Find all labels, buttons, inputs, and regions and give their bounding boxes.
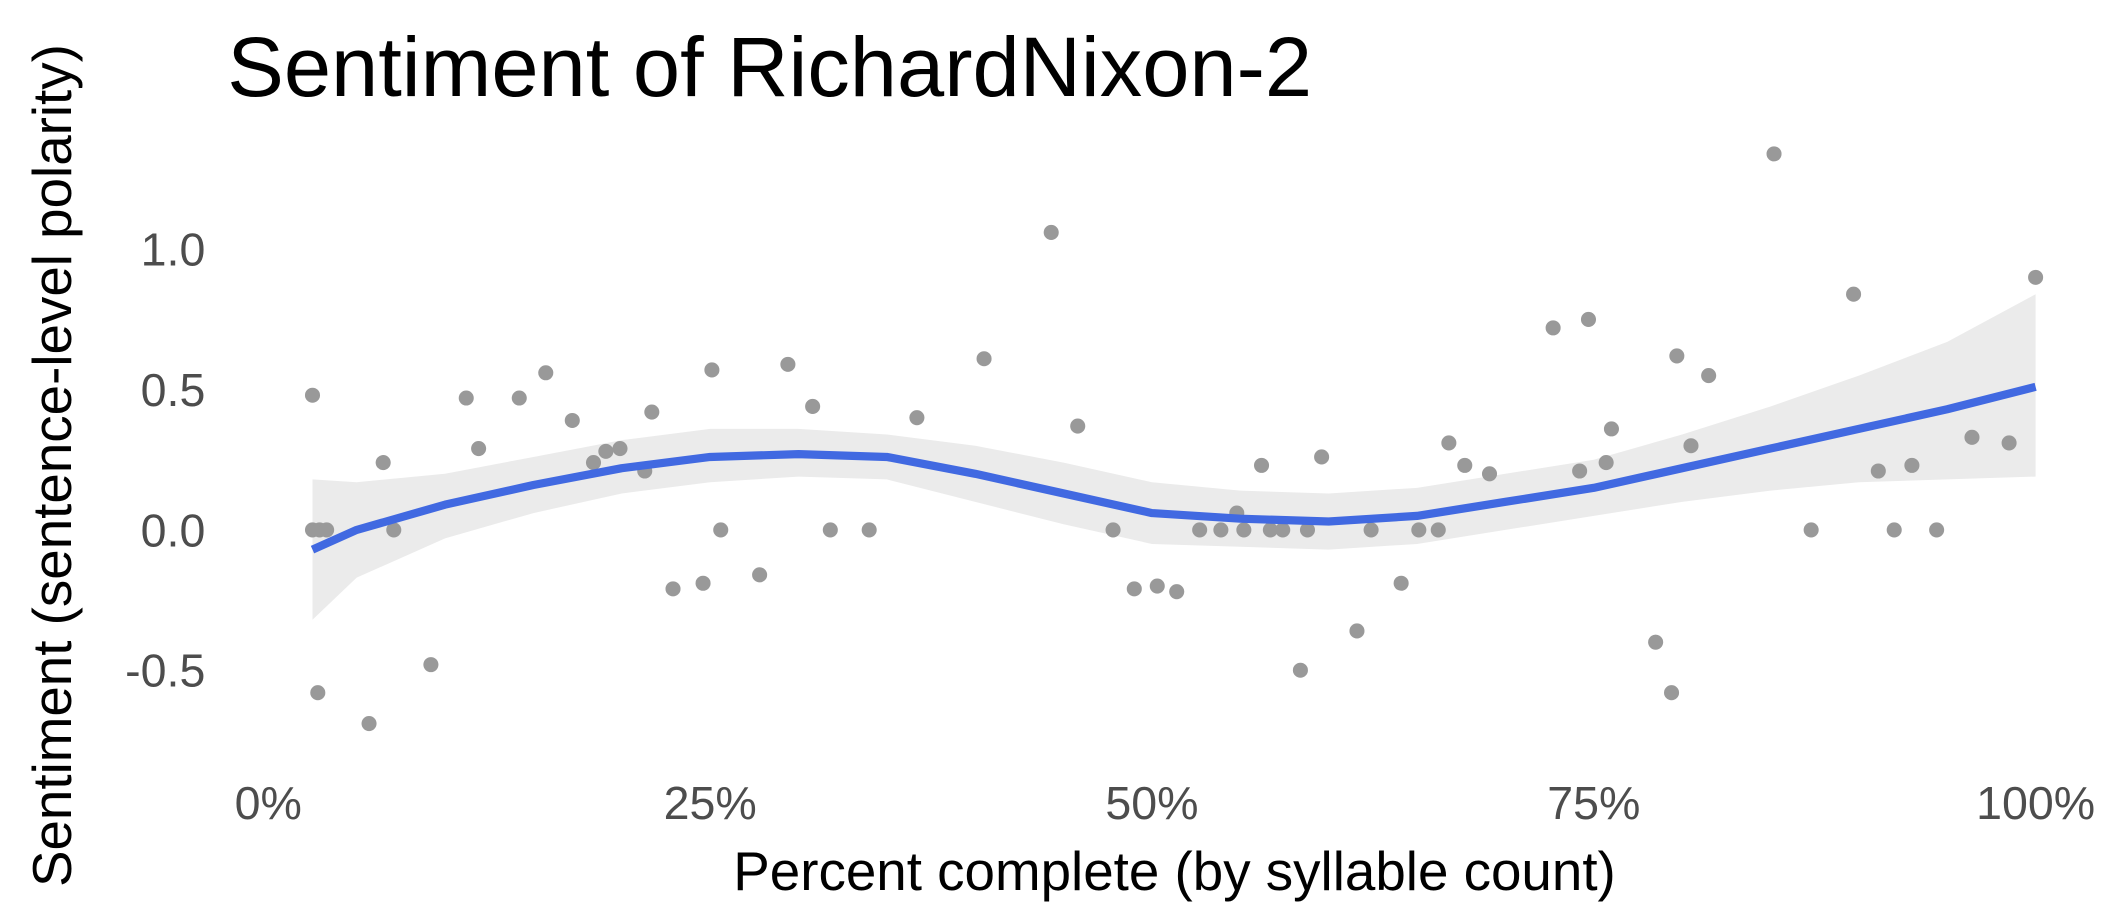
data-point (564, 412, 580, 429)
x-axis-label: Percent complete (by syllable count) (733, 840, 1616, 902)
data-point (1253, 457, 1270, 473)
chart-title: Sentiment of RichardNixon-2 (227, 19, 1312, 114)
confidence-band (312, 294, 2036, 620)
data-point (1292, 662, 1308, 678)
data-point (1213, 522, 1229, 538)
data-point (1314, 449, 1330, 465)
data-point (1393, 575, 1409, 591)
data-point (1192, 522, 1208, 538)
data-point (822, 522, 838, 538)
data-point (1870, 463, 1886, 479)
data-point (1603, 421, 1619, 437)
data-point (1149, 578, 1165, 594)
data-point (713, 522, 729, 538)
data-point (458, 390, 474, 406)
data-point (1598, 455, 1614, 471)
data-point (1648, 634, 1664, 650)
data-point (310, 685, 326, 701)
data-point (1430, 522, 1446, 538)
data-point (1363, 522, 1379, 538)
data-point (1929, 522, 1945, 538)
y-tick-label: 0.0 (141, 504, 206, 556)
data-point (423, 657, 439, 673)
data-point (304, 387, 321, 403)
data-point (319, 522, 335, 538)
data-point (1457, 457, 1473, 473)
data-point (1572, 463, 1588, 479)
data-point (861, 522, 877, 538)
data-point (598, 443, 614, 459)
data-point (644, 404, 660, 420)
data-point (695, 575, 711, 591)
x-tick-label: 25% (664, 777, 757, 829)
x-tick-label: 0% (235, 777, 302, 829)
data-point (1545, 320, 1561, 336)
data-point (471, 441, 487, 457)
x-tick-label: 75% (1547, 777, 1640, 829)
data-point (1766, 146, 1782, 162)
data-point (780, 356, 796, 372)
data-point (665, 581, 681, 597)
data-point (1664, 685, 1680, 701)
data-point (1411, 522, 1427, 538)
data-point (511, 390, 527, 406)
data-point (976, 351, 992, 367)
data-point (1669, 348, 1685, 364)
data-point (1236, 522, 1252, 538)
data-point (1481, 466, 1498, 482)
x-tick-label: 50% (1105, 777, 1198, 829)
y-tick-label: 1.0 (141, 224, 206, 276)
data-point (1886, 522, 1902, 538)
data-point (1070, 418, 1086, 434)
data-point (538, 365, 554, 381)
data-point (1275, 522, 1291, 538)
data-point (704, 362, 720, 378)
y-axis-label: Sentiment (sentence-level polarity) (21, 44, 83, 887)
data-point (909, 410, 925, 426)
data-point (1043, 224, 1059, 240)
data-point (1683, 438, 1699, 454)
data-point (1169, 584, 1185, 600)
data-point (585, 455, 602, 471)
data-point (1299, 522, 1316, 538)
data-point (375, 455, 391, 471)
data-point (1964, 429, 1980, 445)
data-point (1846, 286, 1862, 302)
x-tick-label: 100% (1976, 777, 2095, 829)
data-point (1349, 623, 1365, 639)
data-point (2028, 269, 2044, 285)
y-tick-label: -0.5 (125, 645, 205, 697)
data-point (1701, 368, 1717, 384)
data-point (1262, 522, 1278, 538)
data-point (361, 716, 377, 732)
data-point (805, 398, 821, 414)
y-tick-label: 0.5 (141, 364, 206, 416)
data-point (1580, 311, 1597, 327)
data-point (1441, 435, 1457, 451)
data-point (1803, 522, 1819, 538)
smooth-line (310, 382, 2037, 554)
data-point (1904, 457, 1920, 473)
data-point (752, 567, 768, 583)
data-point (386, 522, 402, 538)
data-point (2001, 435, 2017, 451)
data-point (1105, 522, 1121, 538)
data-point (1126, 581, 1142, 597)
data-point (612, 441, 628, 457)
